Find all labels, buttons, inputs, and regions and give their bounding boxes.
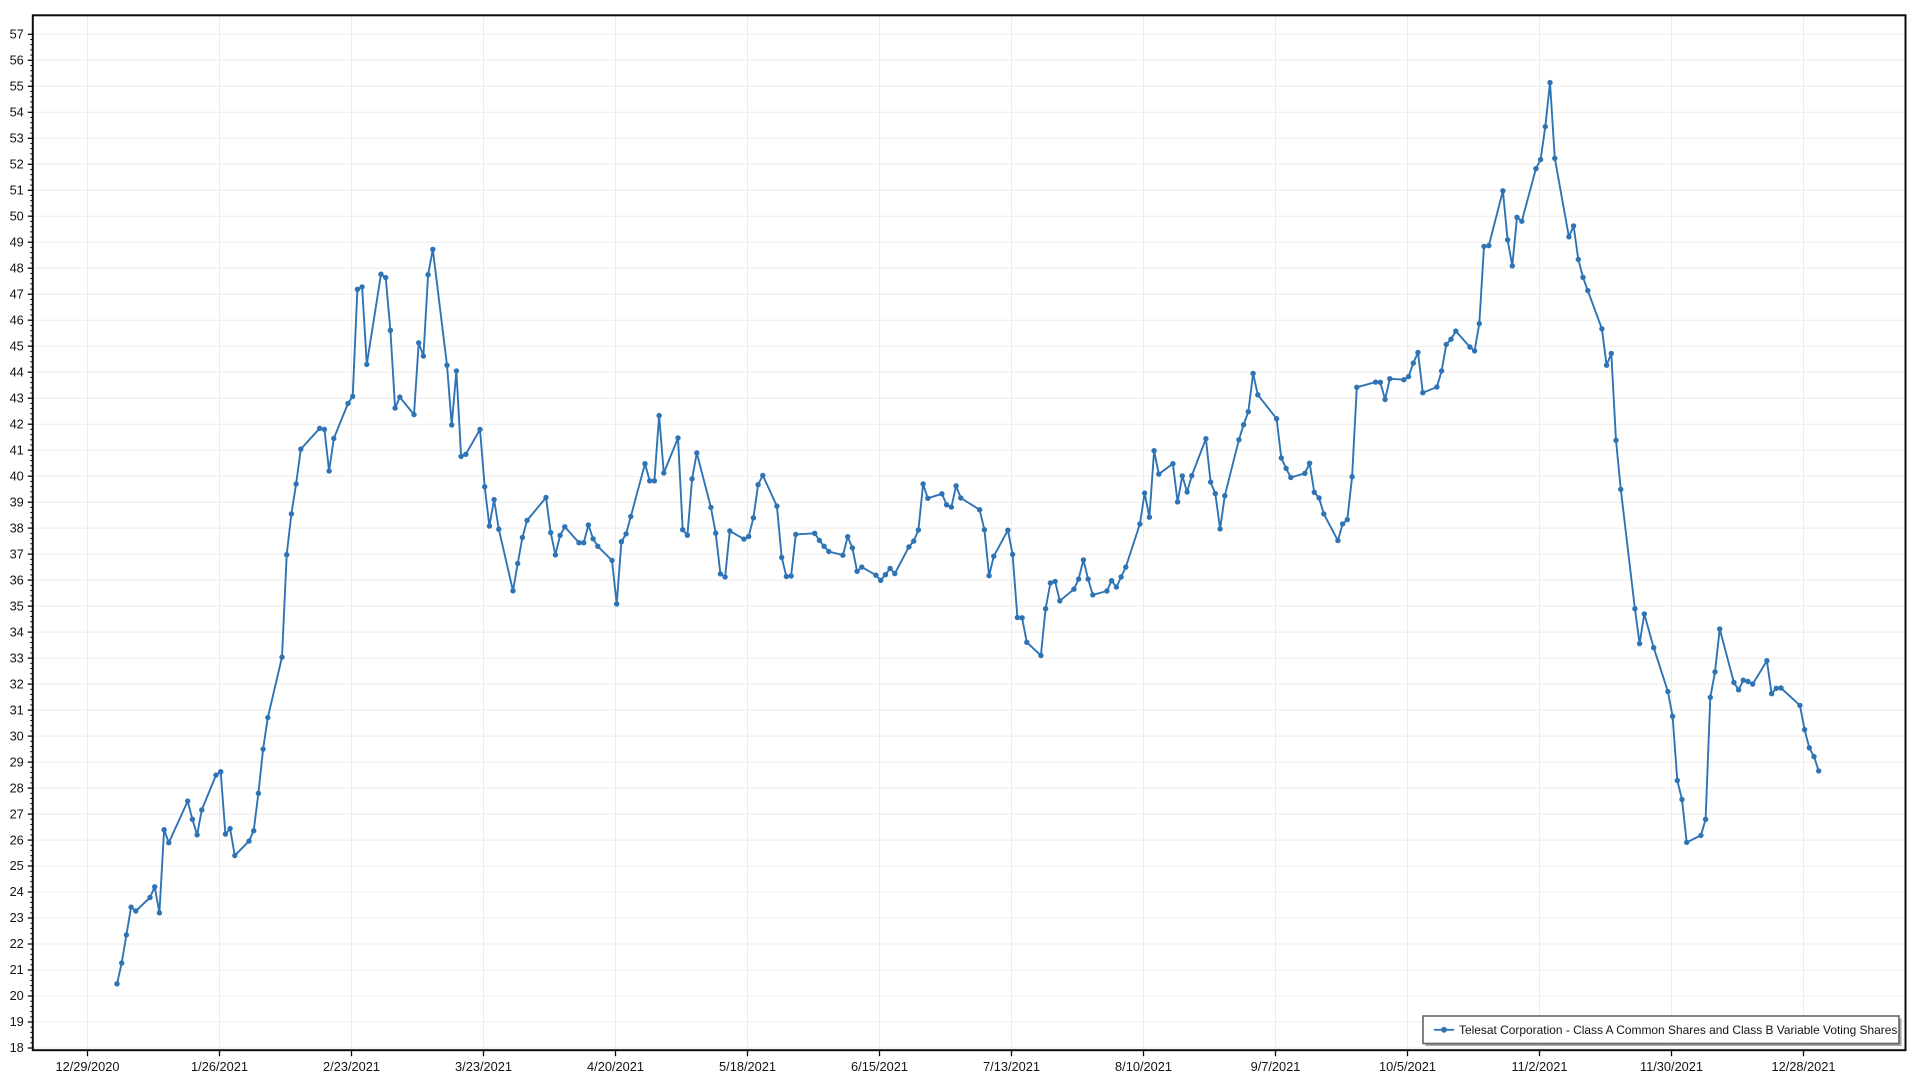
svg-text:48: 48 — [10, 260, 24, 275]
svg-text:32: 32 — [10, 676, 24, 691]
svg-text:18: 18 — [10, 1040, 24, 1055]
svg-text:24: 24 — [10, 884, 24, 899]
svg-text:42: 42 — [10, 416, 24, 431]
svg-text:39: 39 — [10, 494, 24, 509]
svg-text:33: 33 — [10, 650, 24, 665]
svg-text:10/5/2021: 10/5/2021 — [1379, 1059, 1436, 1074]
svg-text:49: 49 — [10, 234, 24, 249]
svg-text:35: 35 — [10, 598, 24, 613]
svg-text:40: 40 — [10, 468, 24, 483]
svg-text:43: 43 — [10, 390, 24, 405]
svg-text:11/2/2021: 11/2/2021 — [1512, 1059, 1568, 1074]
svg-text:20: 20 — [10, 988, 24, 1003]
svg-text:56: 56 — [10, 53, 24, 68]
svg-text:44: 44 — [10, 364, 24, 379]
svg-text:12/28/2021: 12/28/2021 — [1771, 1059, 1835, 1074]
svg-text:36: 36 — [10, 572, 24, 587]
svg-text:50: 50 — [10, 208, 24, 223]
svg-text:5/18/2021: 5/18/2021 — [719, 1059, 776, 1074]
svg-text:4/20/2021: 4/20/2021 — [587, 1059, 644, 1074]
svg-text:22: 22 — [10, 936, 24, 951]
svg-text:38: 38 — [10, 520, 24, 535]
svg-text:25: 25 — [10, 858, 24, 873]
svg-text:53: 53 — [10, 131, 24, 146]
svg-text:46: 46 — [10, 312, 24, 327]
svg-text:9/7/2021: 9/7/2021 — [1251, 1059, 1301, 1074]
svg-text:7/13/2021: 7/13/2021 — [983, 1059, 1040, 1074]
svg-text:52: 52 — [10, 157, 24, 172]
svg-text:34: 34 — [10, 624, 24, 639]
svg-text:45: 45 — [10, 338, 24, 353]
svg-text:27: 27 — [10, 806, 24, 821]
svg-text:54: 54 — [10, 105, 24, 120]
svg-text:41: 41 — [10, 442, 24, 457]
svg-text:21: 21 — [10, 962, 24, 977]
svg-text:8/10/2021: 8/10/2021 — [1115, 1059, 1172, 1074]
svg-text:19: 19 — [10, 1014, 24, 1029]
svg-text:29: 29 — [10, 754, 24, 769]
svg-text:Telesat Corporation - Class A: Telesat Corporation - Class A Common Sha… — [1459, 1023, 1897, 1037]
svg-text:6/15/2021: 6/15/2021 — [851, 1059, 908, 1074]
svg-text:31: 31 — [10, 702, 24, 717]
svg-text:1/26/2021: 1/26/2021 — [191, 1059, 248, 1074]
svg-text:51: 51 — [10, 183, 24, 198]
svg-text:47: 47 — [10, 286, 24, 301]
svg-text:3/23/2021: 3/23/2021 — [455, 1059, 512, 1074]
svg-text:30: 30 — [10, 728, 24, 743]
svg-text:37: 37 — [10, 546, 24, 561]
svg-text:2/23/2021: 2/23/2021 — [323, 1059, 380, 1074]
svg-text:28: 28 — [10, 780, 24, 795]
svg-text:26: 26 — [10, 832, 24, 847]
svg-text:11/30/2021: 11/30/2021 — [1640, 1059, 1703, 1074]
svg-text:57: 57 — [10, 27, 24, 42]
svg-text:55: 55 — [10, 79, 24, 94]
svg-text:12/29/2020: 12/29/2020 — [55, 1059, 119, 1074]
svg-text:23: 23 — [10, 910, 24, 925]
